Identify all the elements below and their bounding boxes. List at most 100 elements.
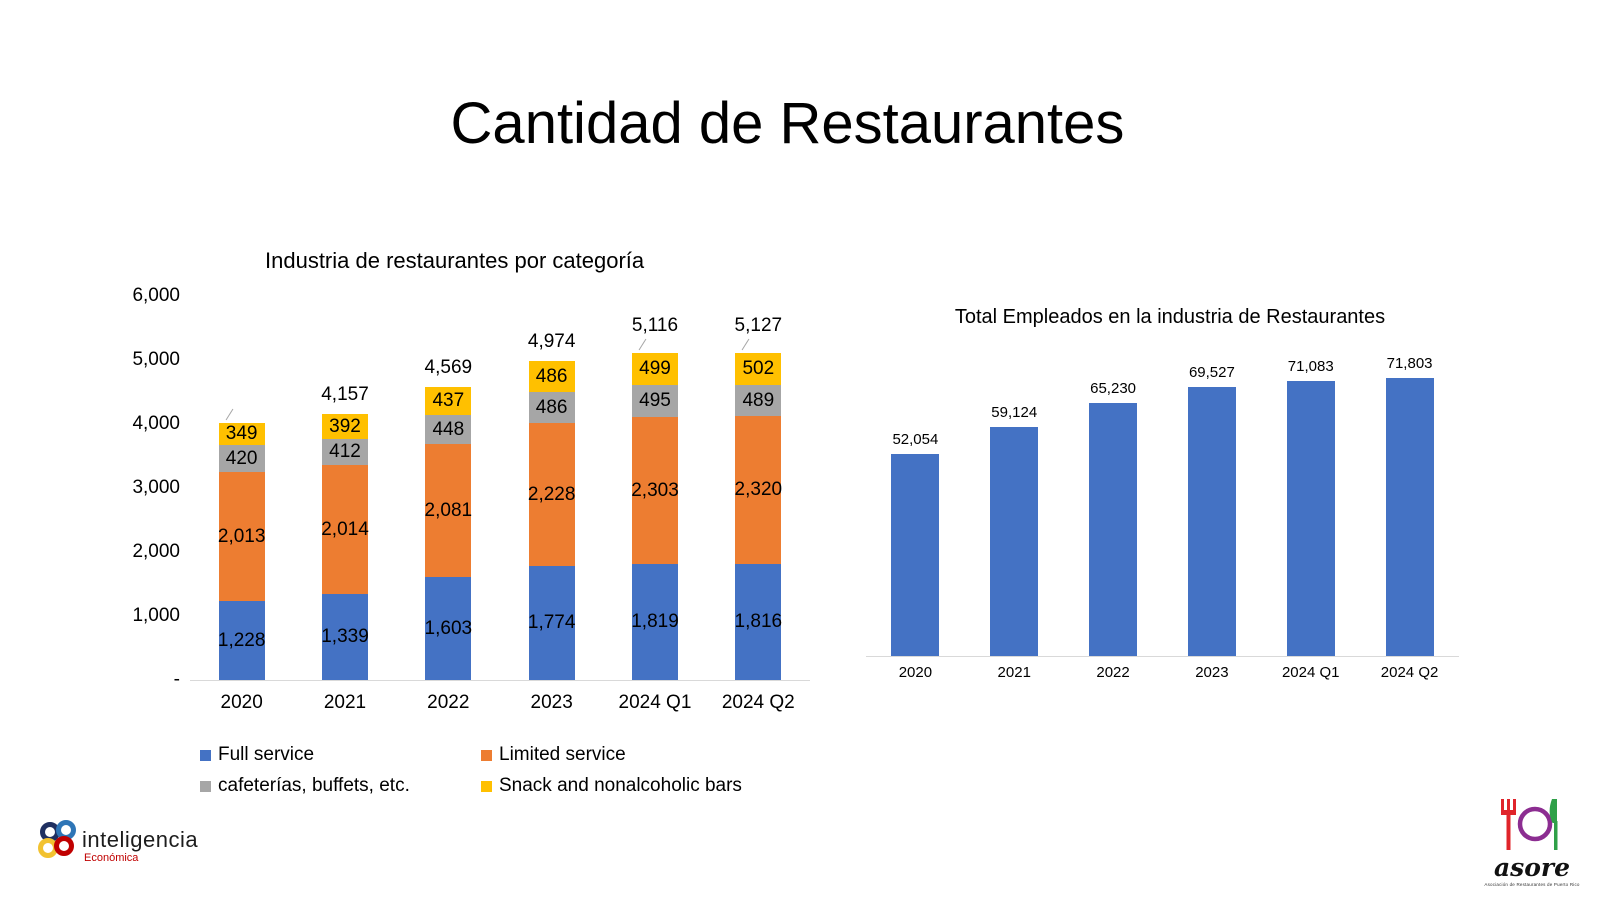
bar (1187, 387, 1236, 656)
leader-line (225, 408, 234, 421)
total-data-label: 4,157 (321, 384, 369, 405)
segment-data-label: 499 (639, 358, 671, 379)
x-axis-label: 2022 (427, 692, 470, 713)
legend-swatch-icon (200, 780, 211, 792)
y-axis-tick-label: 5,000 (132, 349, 180, 370)
segment-data-label: 486 (535, 365, 568, 387)
asore-tableware-icon (1501, 799, 1558, 850)
segment-data-label: 2,013 (217, 525, 266, 547)
knife-icon (1549, 799, 1558, 850)
segment-data-label: 2,014 (321, 518, 369, 540)
left-chart-title: Industria de restaurantes por categoría (265, 248, 645, 273)
total-data-label: 4,569 (424, 357, 473, 378)
total-data-label: 4,974 (527, 331, 576, 352)
bar (891, 454, 940, 656)
x-axis-label: 2024 Q2 (721, 692, 795, 713)
bar-segment (735, 416, 782, 564)
segment-data-label: 489 (742, 389, 775, 411)
bar-segment (528, 361, 575, 392)
fork-icon (1501, 799, 1516, 850)
legend-swatch-icon (481, 749, 492, 761)
slide-title: Cantidad de Restaurantes (450, 91, 1125, 156)
bar (990, 427, 1039, 656)
segment-data-label: 486 (535, 396, 568, 418)
asore-logo-tagline: Asociación de Restaurantes de Puerto Ric… (1484, 882, 1580, 887)
bar-segment (735, 353, 782, 385)
bar-data-label: 71,083 (1287, 358, 1334, 375)
legend-swatch-icon (481, 780, 492, 792)
bar-data-label: 71,803 (1386, 355, 1433, 372)
segment-data-label: 392 (329, 415, 361, 437)
bar (1286, 381, 1335, 656)
x-axis-label: 2024 Q1 (618, 692, 692, 713)
segment-data-label: 448 (432, 418, 465, 440)
x-axis-label: 2024 Q2 (1380, 664, 1439, 681)
right-chart-plot-area: 52,054 59,124 65,230 69,527 71,083 71,803 (866, 355, 1459, 657)
bar-segment (528, 392, 575, 423)
x-axis-label: 2023 (530, 692, 573, 713)
bar-segment (425, 577, 472, 680)
x-axis-label: 2020 (898, 664, 933, 681)
segment-data-label: 1,816 (734, 611, 783, 632)
y-axis-tick-label: 2,000 (132, 541, 180, 562)
right-chart-title: Total Empleados en la industria de Resta… (954, 306, 1386, 328)
bar-segment (632, 385, 678, 417)
segment-data-label: 2,081 (424, 499, 473, 521)
plate-icon (1517, 806, 1553, 842)
inteligencia-economica-logo: inteligencia Económica (38, 820, 238, 882)
asore-logo: asore Asociación de Restaurantes de Puer… (1474, 796, 1590, 887)
bar-segment (322, 414, 368, 439)
legend-label: cafeterías, buffets, etc. (218, 775, 410, 796)
segment-data-label: 502 (742, 358, 775, 379)
segment-data-label: 349 (225, 423, 258, 444)
segment-data-label: 1,819 (631, 611, 679, 632)
bar-segment (735, 385, 782, 416)
x-axis-label: 2021 (323, 692, 367, 713)
bar-segment (322, 439, 368, 465)
segment-data-label: 1,339 (321, 626, 369, 647)
segment-data-label: 420 (225, 447, 258, 469)
economica-logo-text: Económica (84, 852, 139, 864)
x-axis-label: 2021 (997, 664, 1031, 681)
x-axis-label: 2023 (1195, 664, 1229, 681)
bar-segment (632, 417, 678, 564)
right-chart-x-axis: 2020 2021 2022 2023 2024 Q1 2024 Q2 (866, 664, 1459, 681)
bar-segment (425, 387, 472, 415)
y-axis-tick-label: 6,000 (132, 285, 180, 306)
segment-data-label: 2,303 (631, 479, 679, 501)
y-axis-tick-label: 4,000 (132, 413, 180, 434)
segment-data-label: 1,603 (424, 617, 473, 639)
total-data-label: 5,127 (734, 315, 783, 336)
inteligencia-logo-text: inteligencia (82, 827, 199, 852)
bar-segment (218, 445, 265, 472)
left-chart: Industria de restaurantes por categoría … (100, 245, 820, 805)
bar-segment (735, 564, 782, 680)
segment-data-label: 495 (639, 390, 671, 411)
bar-segment (218, 423, 265, 445)
segment-data-label: 2,320 (734, 479, 783, 500)
legend-item: Limited service (481, 744, 742, 766)
x-axis-label: 2024 Q1 (1281, 664, 1340, 681)
segment-data-label: 2,228 (527, 483, 576, 505)
legend-item: cafeterías, buffets, etc. (200, 775, 481, 797)
bar-segment (528, 423, 575, 566)
legend-label: Snack and nonalcoholic bars (499, 775, 742, 796)
left-chart-x-axis: 2020 2021 2022 2023 2024 Q1 2024 Q2 (190, 692, 810, 714)
bar (1385, 378, 1434, 656)
bar-segment (218, 601, 265, 680)
legend-item: Full service (200, 744, 481, 766)
y-axis-tick-label: 1,000 (132, 605, 180, 626)
bar-data-label: 59,124 (991, 404, 1038, 421)
y-axis-tick-label: 3,000 (132, 477, 180, 498)
bar-segment (632, 353, 678, 385)
bar-segment (528, 566, 575, 680)
x-axis-label: 2022 (1096, 664, 1130, 681)
bar-data-label: 65,230 (1090, 380, 1137, 397)
segment-data-label: 1,774 (527, 612, 576, 633)
left-chart-legend: Full service Limited service cafeterías, b… (200, 744, 742, 797)
bar-segment (322, 594, 368, 680)
legend-swatch-icon (200, 749, 211, 761)
legend-item: Snack and nonalcoholic bars (481, 775, 742, 797)
bar-segment (322, 465, 368, 594)
